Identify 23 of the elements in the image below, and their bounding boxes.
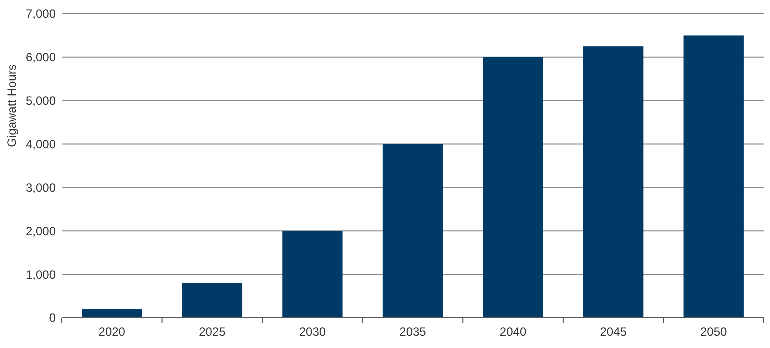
bar [684,36,744,318]
y-tick-label: 5,000 [26,94,56,108]
y-tick-label: 3,000 [26,180,56,195]
y-tick-label: 2,000 [26,224,56,238]
x-tick-label: 2040 [500,325,527,339]
bar [182,283,243,318]
bar [583,46,644,318]
bar [282,231,343,318]
bar [82,309,142,318]
bar [483,57,544,318]
y-tick-label: 7,000 [26,7,56,22]
y-tick-label: 6,000 [26,50,56,65]
x-tick-label: 2025 [199,325,226,339]
y-axis-title: Gigawatt Hours [5,64,19,148]
bar [382,144,444,318]
x-tick-label: 2045 [600,325,628,339]
x-tick-label: 2020 [98,325,126,339]
x-tick-label: 2035 [400,325,427,339]
y-tick-label: 1,000 [26,268,56,282]
x-tick-label: 2050 [700,325,728,339]
x-tick-label: 2030 [299,325,326,339]
y-tick-label: 4,000 [26,137,56,152]
y-tick-label: 0 [49,311,56,326]
